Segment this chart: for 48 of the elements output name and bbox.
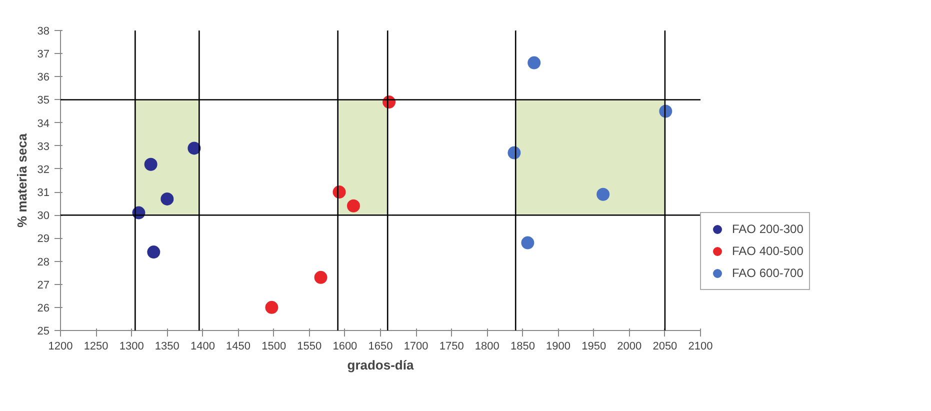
x-tick-label: 1950 [582, 340, 606, 352]
point [596, 188, 610, 201]
y-tick-label: 25 [37, 326, 50, 338]
x-tick-label: 1200 [48, 340, 73, 352]
y-tick-label: 30 [37, 210, 50, 222]
x-tick-label: 1850 [510, 340, 535, 352]
x-tick-label: 1350 [154, 340, 180, 352]
y-tick-label: 34 [37, 118, 50, 130]
point [147, 246, 160, 259]
y-tick-label: 32 [37, 164, 50, 176]
legend-label: FAO 600-700 [732, 266, 804, 280]
point [528, 56, 541, 70]
x-tick-label: 2100 [688, 340, 713, 352]
x-tick-label: 1900 [546, 340, 571, 352]
y-tick-label: 26 [37, 302, 50, 314]
x-tick-label: 1650 [368, 340, 393, 352]
y-tick-label: 35 [37, 94, 50, 107]
x-tick-label: 1250 [84, 340, 108, 352]
x-tick-label: 1300 [119, 340, 144, 352]
x-tick-label: 1550 [297, 340, 322, 352]
y-tick-label: 33 [37, 140, 50, 153]
point [144, 158, 158, 171]
x-tick-label: 1500 [262, 340, 286, 352]
y-tick-label: 37 [37, 48, 50, 61]
y-tick-label: 27 [37, 279, 50, 292]
x-tick-label: 1700 [404, 340, 428, 352]
x-axis-title: grados-día [347, 358, 414, 372]
point [346, 199, 360, 212]
point [160, 192, 174, 206]
y-tick-label: 38 [37, 26, 50, 38]
x-tick-label: 1750 [439, 340, 464, 352]
x-tick-label: 2050 [652, 340, 678, 352]
x-tick-label: 1400 [190, 340, 215, 352]
legend-label: FAO 400-500 [732, 244, 804, 258]
point [265, 300, 278, 314]
x-tick-label: 2000 [617, 340, 642, 352]
y-tick-label: 28 [37, 256, 50, 268]
point [521, 236, 534, 250]
y-tick-label: 31 [37, 187, 50, 200]
point [188, 142, 201, 155]
x-tick-label: 1600 [332, 340, 358, 352]
x-tick-label: 1450 [226, 340, 251, 352]
y-axis-title: % materia seca [14, 132, 30, 228]
legend-label: FAO 200-300 [732, 222, 804, 236]
point [314, 270, 328, 284]
x-tick-label: 1800 [474, 340, 500, 352]
y-tick-label: 36 [37, 72, 50, 84]
y-tick-label: 29 [37, 233, 50, 246]
